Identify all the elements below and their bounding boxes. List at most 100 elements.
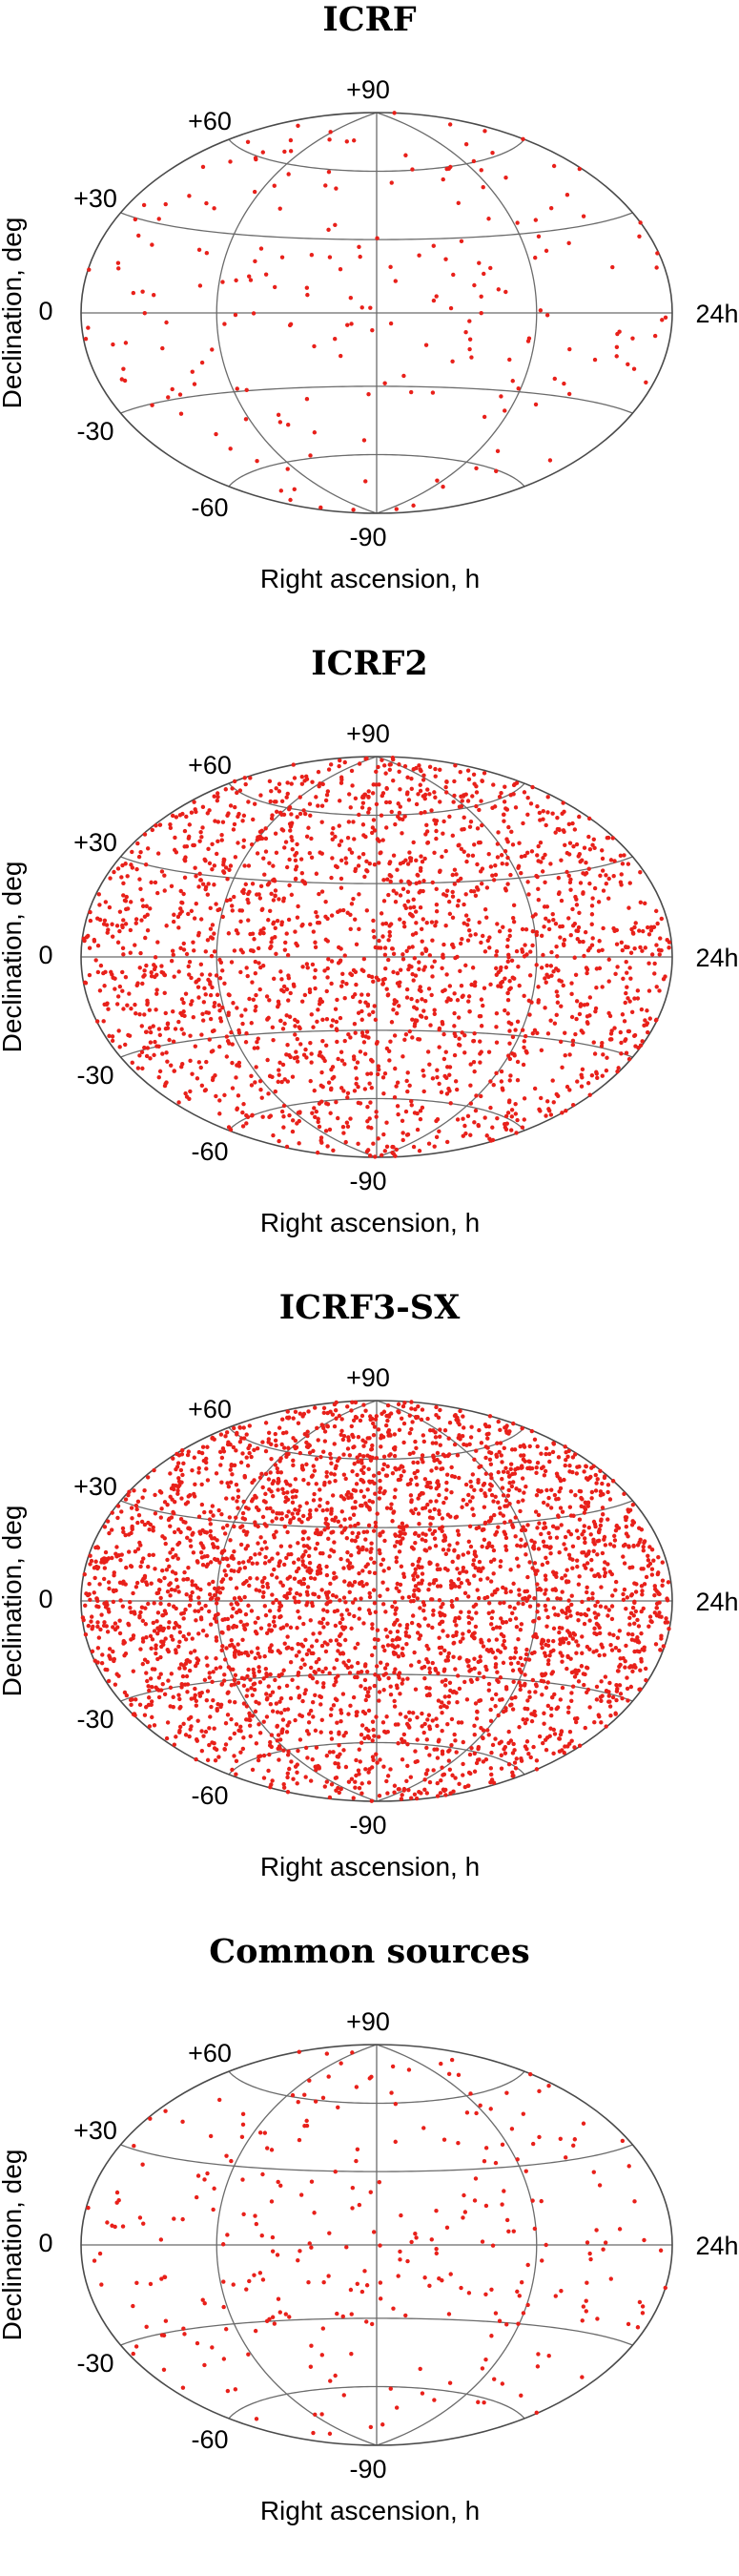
source-point: [138, 950, 143, 956]
source-point: [289, 781, 294, 786]
source-point: [263, 1471, 269, 1477]
source-point: [371, 1432, 377, 1438]
source-point: [409, 786, 414, 792]
source-point: [483, 1455, 488, 1461]
source-point: [538, 841, 544, 845]
source-point: [576, 1618, 581, 1623]
source-point: [550, 1078, 555, 1083]
source-point: [473, 1602, 479, 1607]
source-point: [214, 1093, 218, 1099]
source-point: [102, 984, 107, 988]
map-frame: [80, 112, 673, 514]
source-point: [346, 1031, 351, 1037]
source-point: [326, 767, 332, 772]
source-point: [457, 1433, 462, 1438]
source-point: [544, 916, 548, 921]
source-point: [529, 1718, 535, 1724]
source-point: [330, 1018, 336, 1023]
source-point: [328, 1581, 333, 1587]
source-point: [543, 880, 547, 884]
source-point: [437, 1508, 441, 1513]
source-point: [314, 1507, 318, 1512]
source-point: [479, 940, 483, 945]
source-point: [600, 1040, 605, 1046]
source-point: [236, 1506, 240, 1510]
source-point: [521, 136, 525, 141]
source-point: [352, 837, 357, 841]
source-point: [381, 1132, 386, 1137]
source-point: [508, 1022, 514, 1027]
source-point: [430, 1441, 436, 1445]
source-point: [535, 1610, 540, 1614]
source-point: [443, 924, 448, 928]
source-point: [162, 972, 167, 977]
source-point: [226, 931, 232, 936]
source-point: [606, 1010, 611, 1016]
source-point: [287, 857, 292, 862]
source-point: [638, 900, 644, 905]
source-point: [249, 1686, 254, 1691]
source-point: [208, 992, 214, 998]
source-point: [253, 156, 258, 160]
source-point: [475, 826, 481, 831]
source-point: [205, 1757, 211, 1763]
source-point: [328, 1599, 333, 1604]
meridian-line: [216, 756, 378, 1158]
source-point: [401, 1421, 407, 1426]
source-point: [503, 965, 509, 970]
source-point: [109, 1527, 114, 1532]
source-point: [407, 1451, 413, 1457]
source-point: [257, 1079, 263, 1084]
source-point: [549, 1487, 554, 1492]
source-point: [240, 1746, 246, 1752]
source-point: [387, 762, 392, 767]
source-point: [663, 974, 667, 979]
source-point: [264, 1506, 270, 1511]
source-point: [547, 1653, 552, 1658]
source-point: [454, 1514, 460, 1519]
source-point: [433, 795, 438, 800]
source-point: [594, 1631, 599, 1637]
source-point: [587, 881, 592, 886]
source-point: [393, 1444, 398, 1450]
source-point: [455, 1453, 461, 1458]
source-point: [341, 1452, 346, 1457]
source-point: [460, 1505, 464, 1509]
source-point: [372, 1004, 377, 1008]
source-point: [222, 1568, 227, 1573]
source-point: [254, 1065, 258, 1070]
source-point: [452, 779, 457, 784]
source-point: [196, 884, 201, 889]
source-point: [464, 859, 469, 864]
source-point: [258, 246, 264, 251]
source-point: [612, 859, 617, 863]
source-point: [404, 1524, 409, 1528]
source-point: [323, 1129, 329, 1133]
source-point: [505, 1111, 511, 1115]
source-point: [525, 880, 530, 884]
source-point: [175, 1585, 180, 1589]
source-point: [418, 1633, 423, 1638]
source-point: [181, 1616, 186, 1621]
source-point: [436, 1671, 441, 1676]
source-point: [435, 1068, 440, 1072]
source-point: [296, 904, 300, 909]
source-point: [296, 1421, 301, 1425]
source-point: [323, 937, 329, 943]
source-point: [303, 1549, 308, 1554]
source-point: [173, 1027, 178, 1031]
source-point: [261, 930, 266, 936]
source-point: [268, 1506, 273, 1511]
source-point: [513, 1650, 519, 1654]
source-point: [200, 1011, 205, 1017]
source-point: [357, 892, 361, 897]
source-point: [312, 343, 317, 349]
source-point: [620, 1012, 626, 1017]
source-point: [97, 988, 103, 993]
source-point: [217, 1098, 222, 1103]
source-point: [177, 1696, 182, 1702]
source-point: [636, 1624, 642, 1629]
source-point: [489, 1750, 494, 1755]
source-point: [453, 1033, 458, 1039]
source-point: [99, 1661, 105, 1666]
